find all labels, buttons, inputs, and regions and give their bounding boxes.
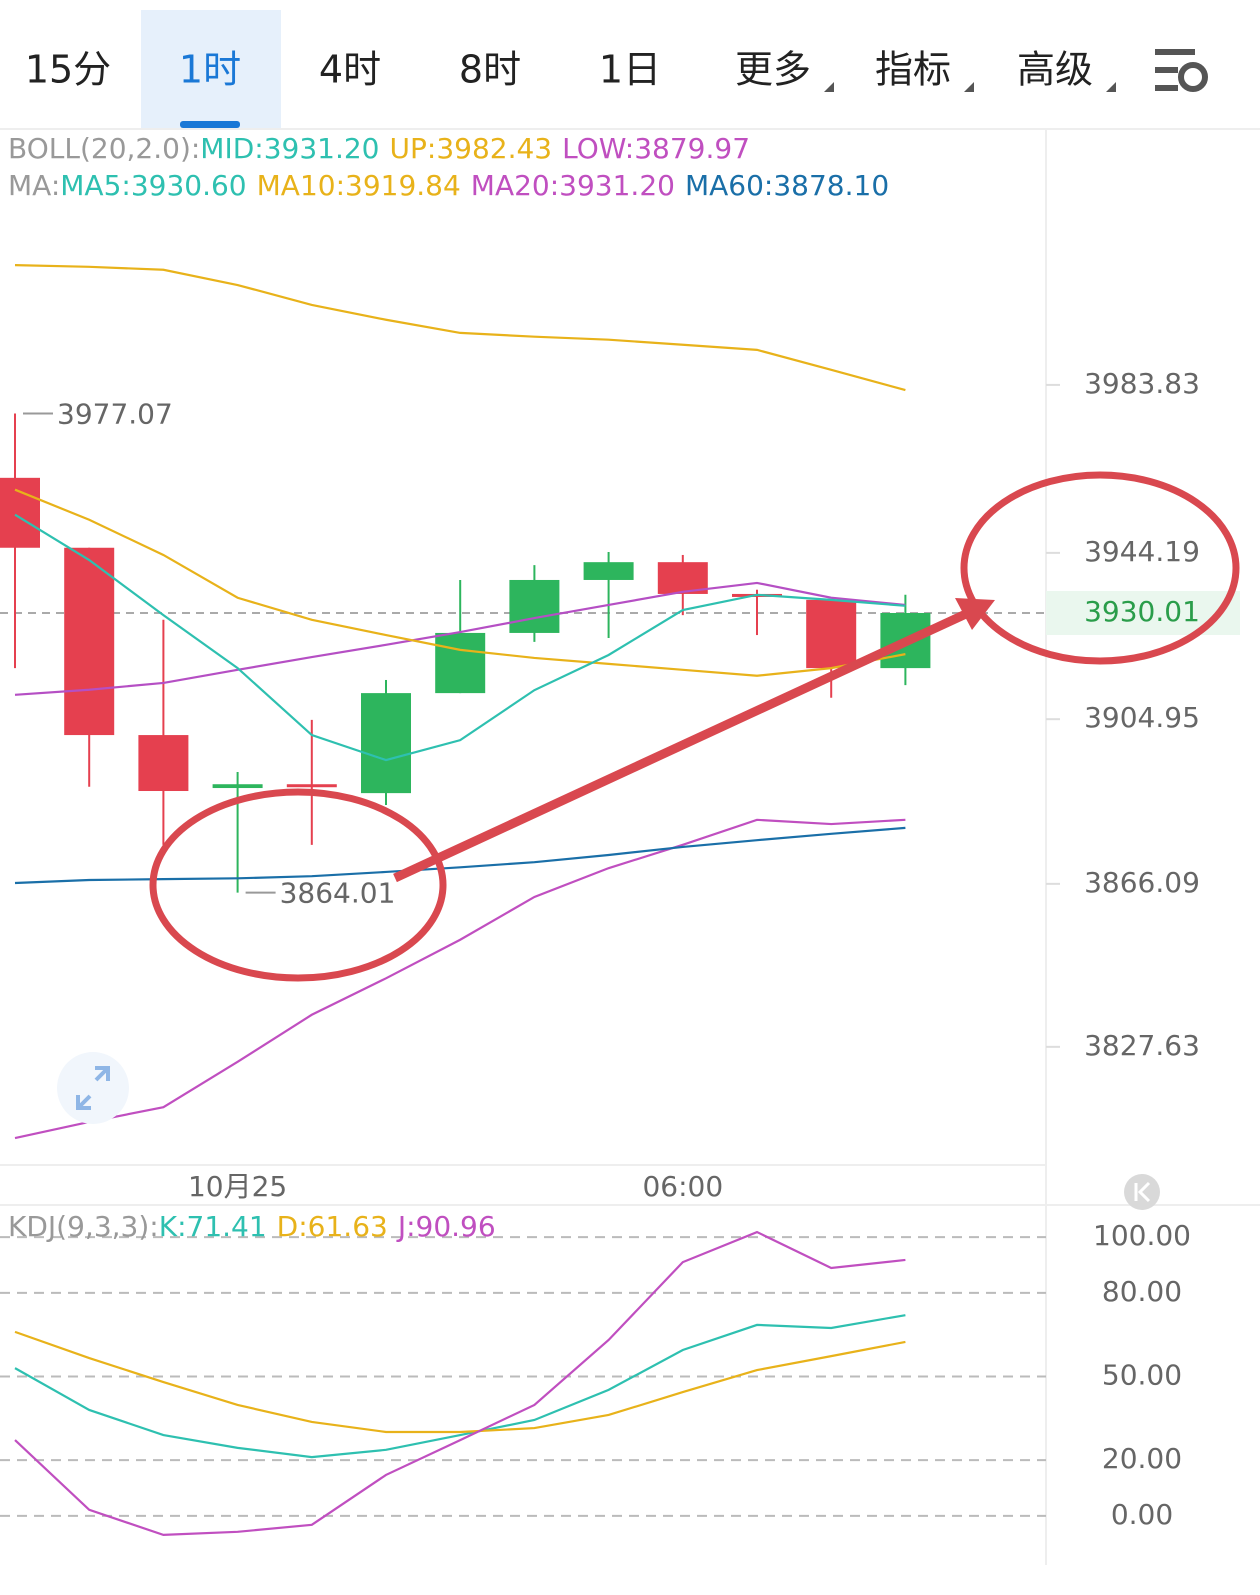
legend-item: K:71.41 [159, 1210, 267, 1243]
indicator-line [14, 513, 906, 762]
legend-item: MA20:3931.20 [471, 169, 675, 202]
y-tick-label: 3944.19 [1084, 535, 1200, 568]
indicator-line [14, 1230, 906, 1536]
candle-body [138, 735, 189, 792]
y-tick-label: 3904.95 [1084, 701, 1200, 734]
legend-item: MA5:3930.60 [60, 169, 246, 202]
tab[interactable]: 1日 [599, 48, 661, 92]
scroll-back-button[interactable] [1124, 1174, 1160, 1210]
legend: KDJ(9,3,3):K:71.41 D:61.63 J:90.96 [8, 1210, 496, 1243]
candle-body [361, 693, 411, 794]
legend-item: J:90.96 [396, 1210, 496, 1243]
extreme-label: 3864.01 [280, 877, 396, 910]
legend-item: MID:3931.20 [200, 132, 379, 165]
dropdown-caret [824, 82, 834, 92]
tab[interactable]: 更多 [735, 48, 811, 92]
candle-body [657, 562, 708, 594]
legend-title: BOLL(20,2.0): [8, 132, 200, 165]
indicator-line [14, 1330, 906, 1434]
candle-body [64, 547, 115, 736]
annotation-drawing [149, 471, 1240, 982]
candle-body [212, 784, 263, 789]
y-tick-label: 0.00 [1111, 1498, 1173, 1531]
legend: BOLL(20,2.0):MID:3931.20 UP:3982.43 LOW:38… [8, 132, 750, 165]
y-tick-label: 3866.09 [1084, 866, 1200, 899]
legend-item: UP:3982.43 [390, 132, 553, 165]
plot: 3827.63 3866.09 3904.95 3944.19 3983.83 BOLL(… [0, 132, 1240, 1536]
extreme-label: 3977.07 [57, 398, 173, 431]
y-tick-label: 20.00 [1102, 1442, 1182, 1475]
indicator-line [14, 826, 906, 885]
dropdown-caret [964, 82, 974, 92]
tab[interactable]: 高级 [1017, 48, 1093, 92]
expand-icon[interactable] [57, 1052, 129, 1124]
dropdown-caret [1106, 82, 1116, 92]
candle-body [435, 632, 486, 694]
candle-body [286, 784, 337, 788]
active-tab-bg [141, 10, 281, 128]
indicator-line [14, 581, 906, 696]
candle-body [0, 477, 40, 548]
legend: MA:MA5:3930.60 MA10:3919.84 MA20:3931.20 MA… [8, 169, 889, 202]
legend-item: D:61.63 [277, 1210, 388, 1243]
candle-body [806, 599, 857, 669]
y-tick-label: 80.00 [1102, 1275, 1182, 1308]
legend-title: MA: [8, 169, 60, 202]
y-tick-label: 3983.83 [1084, 367, 1200, 400]
indicator-line [14, 818, 906, 1140]
tab[interactable]: 1时 [179, 48, 241, 92]
y-tick-label: 100.00 [1093, 1219, 1191, 1252]
y-tick-label: 50.00 [1102, 1358, 1182, 1391]
tab[interactable]: 4时 [319, 48, 381, 92]
settings-icon[interactable] [1155, 49, 1208, 92]
legend-title: KDJ(9,3,3): [8, 1210, 159, 1243]
indicator-line [14, 1314, 906, 1459]
indicator-line [14, 488, 906, 677]
legend-item: MA60:3878.10 [685, 169, 889, 202]
legend-item: MA10:3919.84 [257, 169, 461, 202]
indicator-line [14, 263, 906, 392]
x-tick-label: 10月25 [188, 1170, 287, 1203]
candle-body [509, 579, 560, 633]
x-tick-label: 06:00 [642, 1170, 723, 1203]
tab[interactable]: 8时 [459, 48, 521, 92]
candle-body [583, 562, 634, 580]
y-tick-label: 3827.63 [1084, 1029, 1200, 1062]
last-price-label: 3930.01 [1084, 595, 1200, 628]
tabs: 15分 1时 4时 8时 1日 更多 指标 高级 [25, 48, 1116, 92]
tab[interactable]: 15分 [25, 48, 111, 92]
active-tab-bar [180, 121, 240, 128]
tab[interactable]: 指标 [875, 48, 951, 92]
legend-item: LOW:3879.97 [562, 132, 750, 165]
